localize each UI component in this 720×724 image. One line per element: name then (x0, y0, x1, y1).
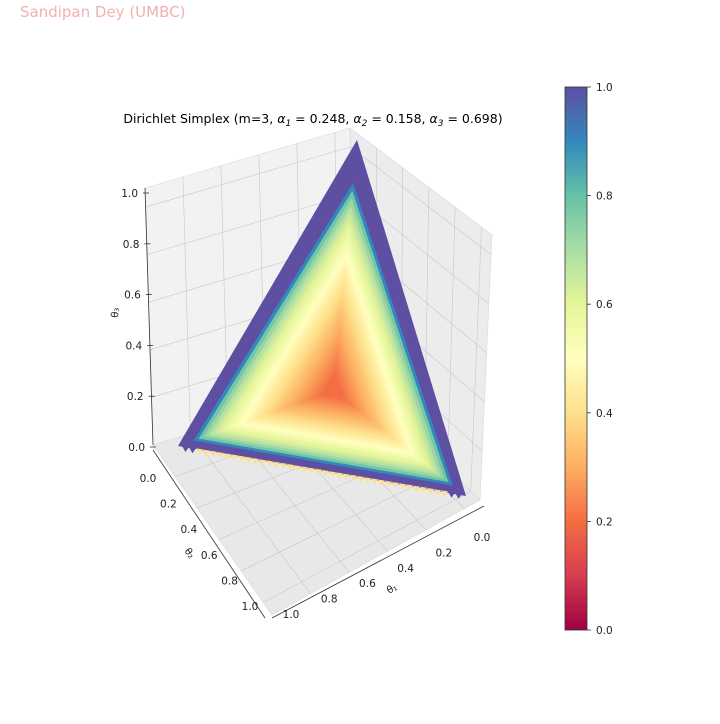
x-axis-label: θ₁ (385, 582, 399, 596)
y-tick-label: 1.0 (242, 601, 259, 613)
grid-line (263, 491, 471, 603)
surface-edge-tooth (329, 471, 336, 478)
x-tick-label: 0.4 (397, 563, 414, 575)
z-tick-label: 0.6 (124, 290, 141, 302)
colorbar-tick-label: 0.4 (596, 408, 613, 420)
surface-edge-tooth (315, 468, 322, 475)
surface-edge-tooth (441, 490, 448, 497)
surface-edge-tooth (308, 467, 315, 474)
surface-edge-tooth (259, 459, 266, 466)
colorbar-tick-label: 0.8 (596, 191, 613, 203)
y-tick-label: 0.4 (180, 524, 197, 536)
z-tick-label: 0.4 (125, 340, 142, 352)
surface-edge-tooth (287, 464, 294, 470)
colorbar (564, 86, 588, 631)
surface-edge-tooth (448, 491, 455, 498)
watermark-text: Sandipan Dey (UMBC) (20, 3, 186, 21)
surface-edge-tooth (196, 448, 203, 455)
surface-edge-tooth (343, 473, 350, 480)
colorbar-tick-label: 0.2 (596, 516, 613, 528)
x-tick-label: 0.6 (359, 578, 376, 590)
y-tick-label: 0.0 (140, 473, 157, 485)
grid-line (470, 227, 482, 492)
surface-edge-tooth (378, 479, 385, 486)
z-axis-ticks: 0.0 0.2 0.4 0.6 0.8 1.0 (121, 188, 156, 454)
surface-edge-tooth (392, 482, 399, 488)
grid-line (182, 176, 191, 434)
colorbar-tick-label: 1.0 (596, 82, 613, 94)
surface-edge-tooth (371, 478, 378, 485)
colorbar-ticks: 0.0 0.2 0.4 0.6 0.8 1.0 (587, 82, 613, 637)
surface-edge-tooth (399, 483, 406, 490)
grid-line (145, 146, 351, 208)
x-tick-label: 1.0 (283, 609, 300, 621)
y-axis-label: θ₂ (182, 546, 197, 561)
surface-edge-tooth (189, 447, 196, 454)
z-tick-label: 0.8 (123, 239, 140, 251)
surface-edge-tooth (413, 485, 420, 492)
surface-edge-tooth (280, 462, 287, 469)
x-tick-label: 0.8 (321, 594, 338, 606)
surface-edge-tooth (434, 489, 441, 496)
surface-edge-tooth (406, 484, 413, 491)
surface-edge-tooth (238, 455, 245, 462)
surface-edge-tooth (245, 456, 252, 463)
surface-edge-tooth (210, 450, 217, 457)
surface-edge-tooth (203, 449, 210, 456)
y-tick-label: 0.2 (160, 499, 177, 511)
surface-band (322, 373, 344, 399)
surface-edge-tooth (455, 492, 462, 499)
y-axis-ticks: 0.0 0.2 0.4 0.6 0.8 1.0 (140, 473, 259, 613)
surface-edge-tooth (182, 446, 189, 452)
grid-line (146, 193, 352, 255)
grid-line (350, 146, 492, 255)
z-tick-label: 0.2 (127, 391, 144, 403)
chart-title: Dirichlet Simplex (m=3, α1 = 0.248, α2 =… (123, 111, 502, 129)
z-tick-label: 1.0 (121, 188, 138, 200)
x-axis-ticks: 1.0 0.8 0.6 0.4 0.2 0.0 (283, 532, 491, 621)
simplex-surface (178, 140, 466, 499)
x-tick-label: 0.0 (474, 532, 491, 544)
surface-edge-tooth (217, 452, 224, 458)
surface-edge-tooth (301, 466, 308, 473)
surface-edge-tooth (427, 488, 434, 494)
surface-edge-tooth (385, 480, 392, 487)
z-tick-label: 0.0 (128, 442, 145, 454)
surface-edge-tooth (224, 453, 231, 460)
grid-line (190, 433, 311, 594)
x-tick-label: 0.2 (435, 547, 452, 559)
surface-edge-tooth (420, 486, 427, 493)
surface-edge-tooth (231, 454, 238, 461)
z-axis-label: θ₃ (110, 307, 122, 318)
surface-edge-tooth (252, 458, 259, 464)
surface-edge-tooth (273, 461, 280, 468)
surface-edge-tooth (294, 465, 301, 472)
grid-line (447, 207, 456, 470)
surface-edge-tooth (350, 474, 357, 481)
x-axis-line (271, 505, 485, 619)
surface-edge-tooth (266, 460, 273, 467)
axis-lines (144, 187, 485, 619)
y-tick-label: 0.8 (221, 575, 238, 587)
z-axis-line (144, 187, 154, 446)
surface-edge-tooth (322, 470, 329, 476)
surface-edge-tooth (357, 476, 364, 482)
surface-edge-tooth (336, 472, 343, 479)
colorbar-tick-label: 0.6 (596, 299, 613, 311)
y-axis-line (152, 449, 266, 619)
y-tick-label: 0.6 (201, 550, 218, 562)
surface-edge-tooth (364, 477, 371, 484)
colorbar-tick-label: 0.0 (596, 625, 613, 637)
